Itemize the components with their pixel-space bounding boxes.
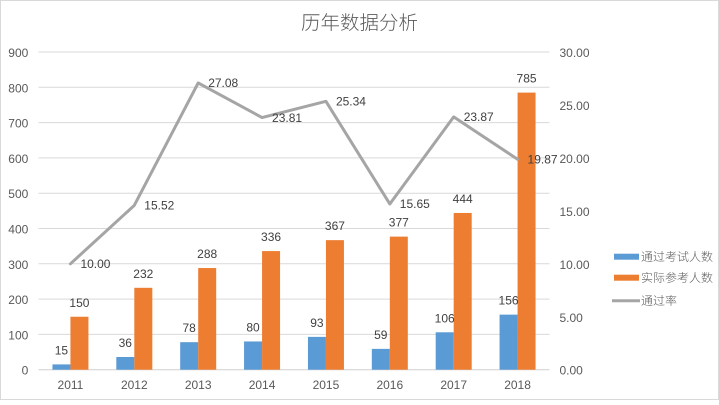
svg-text:0: 0 [22, 364, 29, 378]
svg-text:10.00: 10.00 [80, 257, 110, 271]
svg-text:336: 336 [261, 230, 281, 244]
svg-text:10.00: 10.00 [560, 258, 590, 272]
svg-text:25.00: 25.00 [560, 99, 590, 113]
svg-text:785: 785 [517, 72, 537, 86]
svg-text:2017: 2017 [440, 378, 467, 392]
svg-text:2014: 2014 [249, 378, 276, 392]
svg-text:2011: 2011 [58, 378, 84, 392]
svg-text:2018: 2018 [504, 378, 531, 392]
svg-text:20.00: 20.00 [560, 152, 590, 166]
svg-text:15.65: 15.65 [400, 197, 430, 211]
svg-text:15: 15 [55, 343, 69, 357]
svg-text:25.34: 25.34 [336, 95, 366, 109]
svg-text:23.87: 23.87 [464, 110, 494, 124]
svg-text:400: 400 [8, 223, 28, 237]
svg-text:30.00: 30.00 [560, 46, 590, 60]
svg-text:300: 300 [8, 258, 28, 272]
svg-text:19.87: 19.87 [528, 152, 558, 166]
svg-text:800: 800 [8, 81, 28, 95]
svg-text:232: 232 [133, 267, 153, 281]
svg-text:2013: 2013 [185, 378, 212, 392]
svg-text:2015: 2015 [313, 378, 340, 392]
svg-text:700: 700 [8, 117, 28, 131]
svg-text:23.81: 23.81 [272, 111, 302, 125]
svg-text:367: 367 [325, 219, 345, 233]
svg-text:15.52: 15.52 [144, 199, 174, 213]
svg-text:377: 377 [389, 216, 409, 230]
svg-text:59: 59 [374, 328, 388, 342]
svg-text:2012: 2012 [121, 378, 148, 392]
svg-text:2016: 2016 [376, 378, 403, 392]
svg-text:200: 200 [8, 293, 28, 307]
svg-text:15.00: 15.00 [560, 205, 590, 219]
svg-text:78: 78 [183, 321, 197, 335]
svg-text:0.00: 0.00 [560, 364, 584, 378]
svg-text:80: 80 [246, 320, 260, 334]
svg-text:27.08: 27.08 [208, 76, 238, 90]
svg-text:93: 93 [310, 316, 324, 330]
svg-text:5.00: 5.00 [560, 311, 584, 325]
svg-text:150: 150 [69, 296, 89, 310]
svg-text:36: 36 [119, 336, 133, 350]
svg-text:600: 600 [8, 152, 28, 166]
svg-text:100: 100 [8, 328, 28, 342]
svg-text:106: 106 [435, 311, 455, 325]
svg-text:444: 444 [453, 192, 473, 206]
svg-text:156: 156 [499, 294, 519, 308]
svg-text:500: 500 [8, 187, 28, 201]
svg-text:288: 288 [197, 247, 217, 261]
svg-text:900: 900 [8, 46, 28, 60]
